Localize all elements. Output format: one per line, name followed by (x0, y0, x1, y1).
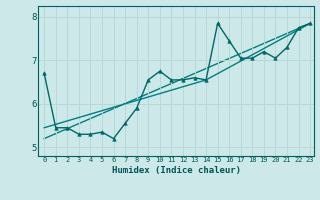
X-axis label: Humidex (Indice chaleur): Humidex (Indice chaleur) (111, 166, 241, 175)
